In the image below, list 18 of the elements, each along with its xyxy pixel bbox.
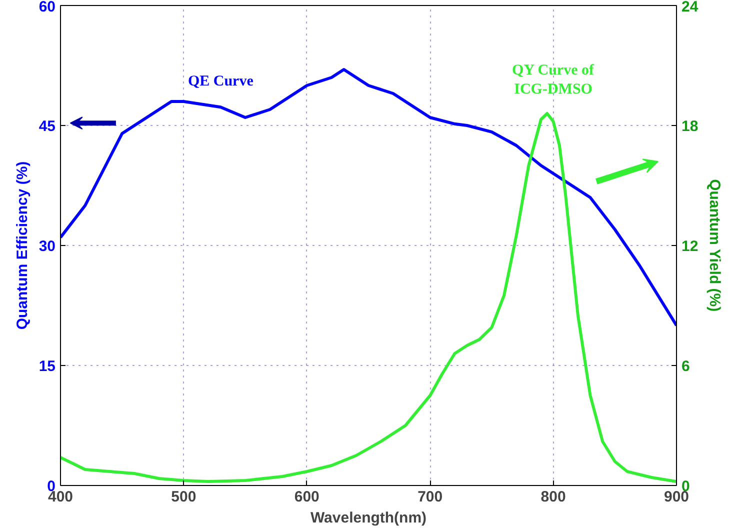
x-tick-label: 700 xyxy=(418,488,443,506)
y-tick-label: 15 xyxy=(38,358,56,375)
y2-axis-title: Quantum Yield (%) xyxy=(706,179,724,312)
y-tick-label: 30 xyxy=(38,238,56,255)
y-tick-label: 45 xyxy=(38,118,56,135)
y2-tick-label: 18 xyxy=(682,118,698,135)
y2-tick-label: 24 xyxy=(682,0,699,16)
annotation: QE Curve xyxy=(188,74,254,90)
x-tick-label: 800 xyxy=(540,488,566,506)
x-axis-title: Wavelength(nm) xyxy=(310,510,427,526)
x-tick-label: 500 xyxy=(171,488,196,506)
line-series xyxy=(60,112,676,483)
y-axis-title: Quantum Efficiency (%) xyxy=(14,161,31,330)
y2-tick-label: 12 xyxy=(682,238,698,255)
y2-tick-label: 6 xyxy=(682,358,690,375)
annotation: QY Curve of ICG-DMSO xyxy=(512,62,595,98)
x-tick-label: 600 xyxy=(294,488,320,506)
y-tick-label: 60 xyxy=(38,0,56,16)
